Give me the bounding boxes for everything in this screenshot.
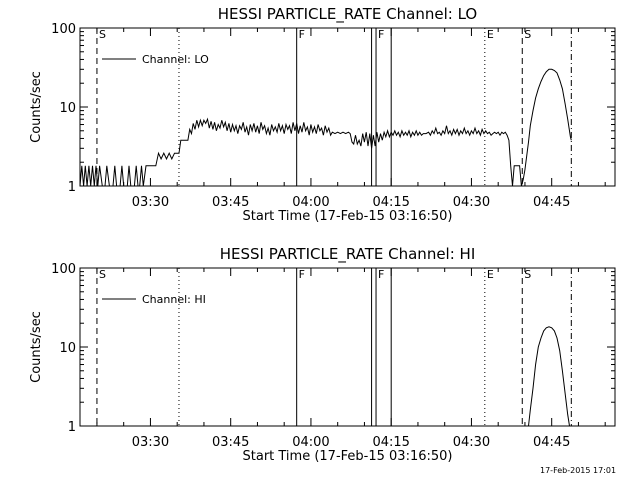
x-axis-label: Start Time (17-Feb-15 03:16:50) (243, 209, 453, 224)
y-tick-label: 100 (51, 22, 76, 37)
y-axis-label: Counts/sec (29, 311, 44, 383)
y-tick-label: 1 (68, 420, 76, 435)
series-line (528, 326, 570, 427)
event-marker-label: F (299, 268, 305, 281)
x-tick-label: 04:30 (453, 435, 490, 450)
x-tick-label: 04:00 (292, 435, 329, 450)
y-tick-label: 1 (68, 180, 76, 195)
x-tick-label: 04:30 (453, 195, 490, 210)
event-marker-label: S (524, 28, 531, 41)
chart-panel-lo: HESSI PARTICLE_RATE Channel: LO 1 10 100 03:… (29, 5, 616, 224)
x-tick-label: 03:30 (132, 195, 169, 210)
event-marker-label: F (378, 268, 384, 281)
event-marker-label: S (99, 28, 106, 41)
series-line (79, 68, 572, 187)
legend-label: Channel: LO (142, 53, 209, 66)
legend-label: Channel: HI (142, 293, 206, 306)
x-tick-label: 03:30 (132, 435, 169, 450)
footer-timestamp: 17-Feb-2015 17:01 (540, 466, 617, 475)
event-marker-label: S (524, 268, 531, 281)
event-marker-label: F (299, 28, 305, 41)
x-tick-label: 04:00 (292, 195, 329, 210)
x-tick-label: 03:45 (212, 195, 249, 210)
y-tick-label: 10 (59, 341, 76, 356)
y-axis-label: Counts/sec (29, 71, 44, 143)
chart-title: HESSI PARTICLE_RATE Channel: HI (220, 245, 476, 264)
x-tick-label: 04:15 (372, 435, 409, 450)
x-tick-label: 03:45 (212, 435, 249, 450)
event-marker-label: E (487, 28, 494, 41)
event-marker-label: E (487, 268, 494, 281)
event-marker-label: F (378, 28, 384, 41)
x-tick-label: 04:15 (372, 195, 409, 210)
chart-panel-hi: HESSI PARTICLE_RATE Channel: HI 1 10 100 03:… (29, 245, 616, 464)
y-tick-label: 10 (59, 101, 76, 116)
x-tick-label: 04:45 (533, 195, 570, 210)
event-marker-label: S (99, 268, 106, 281)
x-tick-label: 04:45 (533, 435, 570, 450)
y-tick-label: 100 (51, 262, 76, 277)
x-axis-label: Start Time (17-Feb-15 03:16:50) (243, 449, 453, 464)
chart-title: HESSI PARTICLE_RATE Channel: LO (218, 5, 477, 24)
